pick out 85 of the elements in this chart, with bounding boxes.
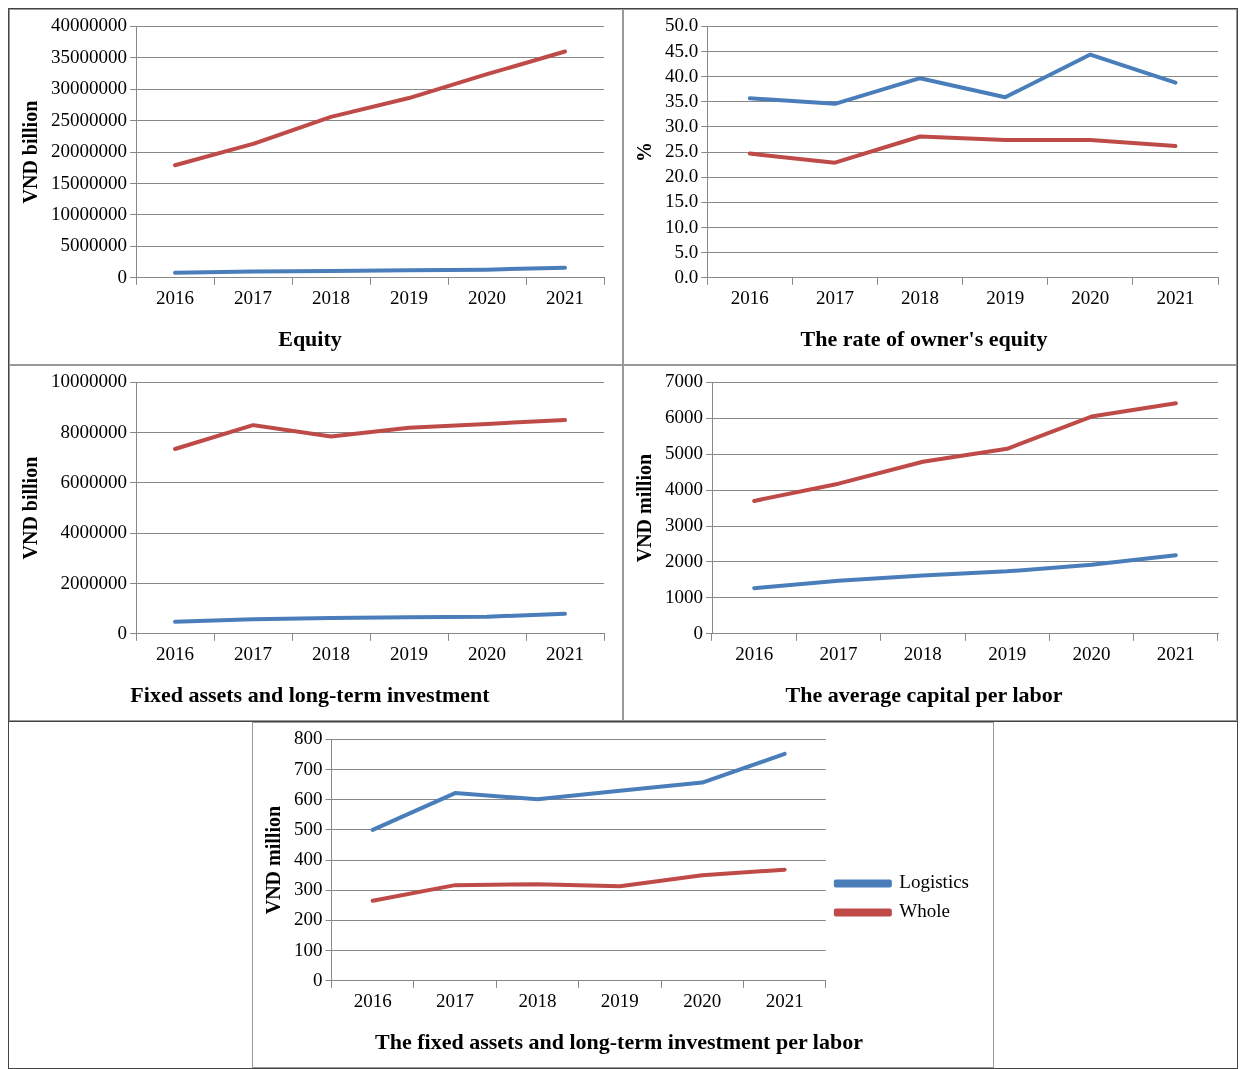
y-tick-label: 2000 xyxy=(665,549,703,571)
y-tick-label: 6000 xyxy=(665,406,703,428)
y-tick-label: 35.0 xyxy=(665,89,699,111)
y-tick-label: 5.0 xyxy=(674,240,699,262)
x-tick-label: 2021 xyxy=(1156,287,1195,309)
y-tick-label: 200 xyxy=(294,908,323,930)
text: The rate of owner's equity xyxy=(800,326,1048,352)
y-axis-title: % xyxy=(633,142,656,163)
x-tick-label: 2018 xyxy=(901,287,940,309)
y-tick-label: 10000000 xyxy=(51,202,127,224)
y-tick-label: 100 xyxy=(294,938,323,960)
x-tick-label: 2018 xyxy=(518,990,557,1012)
y-tick-label: 25000000 xyxy=(51,108,127,130)
y-tick-label: 20000000 xyxy=(51,140,127,162)
y-tick-label: 6000000 xyxy=(60,470,127,492)
y-tick-label: 700 xyxy=(294,757,323,779)
y-tick-label: 50.0 xyxy=(665,14,699,36)
x-tick-label: 2017 xyxy=(234,287,272,309)
y-tick-label: 2000000 xyxy=(60,571,127,593)
x-tick-label: 2021 xyxy=(546,287,584,309)
y-tick-label: 0 xyxy=(117,265,127,287)
x-tick-label: 2017 xyxy=(819,643,858,665)
y-tick-label: 7000 xyxy=(665,370,703,392)
y-tick-label: 3000 xyxy=(665,514,703,536)
y-tick-label: 400 xyxy=(294,848,323,870)
y-axis-title: VND million xyxy=(633,453,656,563)
x-tick-label: 2020 xyxy=(683,990,722,1012)
y-tick-label: 25.0 xyxy=(665,140,699,162)
y-tick-label: 10000000 xyxy=(51,370,127,392)
x-tick-label: 2019 xyxy=(390,287,428,309)
y-tick-label: 30000000 xyxy=(51,77,127,99)
x-tick-label: 2016 xyxy=(156,643,194,665)
y-tick-label: 800 xyxy=(294,727,323,749)
x-tick-label: 2020 xyxy=(1071,287,1110,309)
text: The fixed assets and long-term investment per labor xyxy=(375,1029,864,1055)
y-axis-title: VND billion xyxy=(19,100,42,204)
x-tick-label: 2020 xyxy=(1072,643,1111,665)
y-tick-label: 40000000 xyxy=(51,14,127,36)
x-tick-label: 2017 xyxy=(815,287,854,309)
y-tick-label: 8000000 xyxy=(60,420,127,442)
y-tick-label: 30.0 xyxy=(665,114,699,136)
x-tick-label: 2021 xyxy=(765,990,804,1012)
y-tick-label: 20.0 xyxy=(665,165,699,187)
y-tick-label: 5000000 xyxy=(60,234,127,256)
x-tick-label: 2019 xyxy=(600,990,639,1012)
x-tick-label: 2019 xyxy=(390,643,428,665)
y-axis-title: VND billion xyxy=(19,456,42,560)
y-tick-label: 0 xyxy=(693,621,703,643)
x-tick-label: 2016 xyxy=(156,287,194,309)
text: The average capital per labor xyxy=(785,682,1063,708)
x-tick-label: 2016 xyxy=(730,287,769,309)
x-tick-label: 2019 xyxy=(986,287,1025,309)
x-tick-label: 2018 xyxy=(312,643,350,665)
y-tick-label: 4000 xyxy=(665,478,703,500)
y-tick-label: 600 xyxy=(294,787,323,809)
x-tick-label: 2018 xyxy=(903,643,942,665)
y-tick-label: 0 xyxy=(117,621,127,643)
x-tick-label: 2016 xyxy=(735,643,774,665)
y-tick-label: 10.0 xyxy=(665,215,699,237)
y-tick-label: 500 xyxy=(294,817,323,839)
x-tick-label: 2020 xyxy=(468,643,506,665)
x-tick-label: 2018 xyxy=(312,287,350,309)
text: Equity xyxy=(278,326,342,352)
y-tick-label: 45.0 xyxy=(665,39,699,61)
legend-label: Whole xyxy=(899,900,950,922)
x-tick-label: 2017 xyxy=(436,990,475,1012)
y-tick-label: 1000 xyxy=(665,585,703,607)
legend-label: Logistics xyxy=(899,871,970,893)
y-tick-label: 0 xyxy=(313,968,323,990)
text: Fixed assets and long-term investment xyxy=(130,682,491,708)
y-tick-label: 5000 xyxy=(665,442,703,464)
y-tick-label: 40.0 xyxy=(665,64,699,86)
x-tick-label: 2016 xyxy=(353,990,392,1012)
x-tick-label: 2021 xyxy=(1156,643,1195,665)
y-tick-label: 35000000 xyxy=(51,45,127,67)
y-tick-label: 15000000 xyxy=(51,171,127,193)
x-tick-label: 2019 xyxy=(988,643,1027,665)
x-tick-label: 2017 xyxy=(234,643,272,665)
y-tick-label: 15.0 xyxy=(665,190,699,212)
x-tick-label: 2021 xyxy=(546,643,584,665)
y-axis-title: VND million xyxy=(262,805,285,915)
y-tick-label: 4000000 xyxy=(60,521,127,543)
y-tick-label: 0.0 xyxy=(674,265,699,287)
y-tick-label: 300 xyxy=(294,878,323,900)
x-tick-label: 2020 xyxy=(468,287,506,309)
